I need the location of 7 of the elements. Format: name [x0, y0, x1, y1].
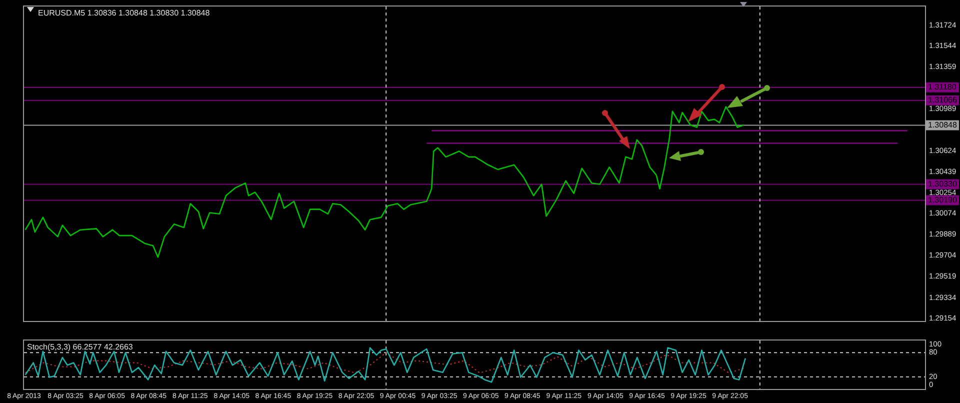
- ref-line-label: 1.31180: [928, 82, 957, 92]
- chart-title: Stoch(5,3,3) 66.2577 42.2663: [27, 342, 134, 352]
- ref-line-label: 1.30848: [928, 120, 958, 130]
- chart-title: EURUSD.M5 1.30836 1.30848 1.30830 1.30848: [38, 8, 210, 18]
- ref-line-label: 1.31066: [928, 96, 958, 105]
- ref-line-label: 1.30330: [928, 179, 958, 188]
- ref-line-label: 1.30190: [928, 195, 958, 204]
